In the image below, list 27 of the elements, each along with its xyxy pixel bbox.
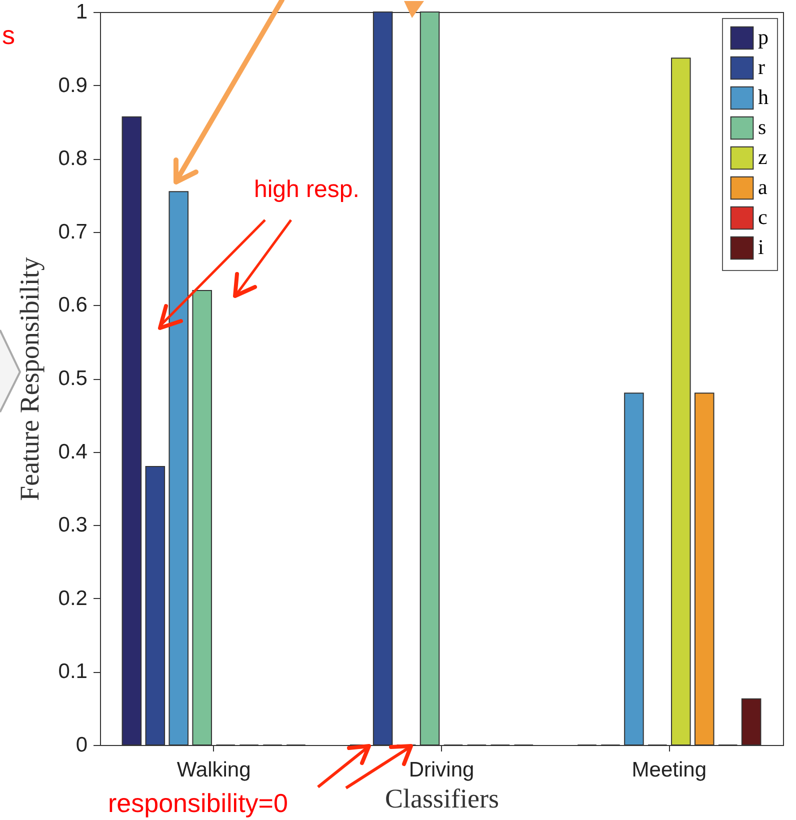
y-tick-label: 0.1	[58, 660, 88, 684]
y-tick-label: 1	[76, 0, 88, 24]
y-tick-label: 0.7	[58, 220, 88, 244]
legend-label: h	[758, 85, 769, 109]
legend-label: p	[758, 25, 768, 49]
text: responsibility=0	[108, 788, 288, 818]
x-axis-title: Classifiers	[385, 784, 499, 814]
legend-label: a	[758, 175, 768, 199]
legend-label: s	[758, 115, 766, 139]
legend-label: z	[758, 145, 768, 169]
x-tick-label: Driving	[408, 758, 474, 782]
y-tick-label: 0.4	[58, 440, 88, 464]
annotation: high resp.	[254, 176, 360, 203]
y-tick-label: 0.9	[58, 74, 88, 97]
y-tick-label: 0.3	[58, 514, 88, 537]
x-tick-label: Walking	[176, 758, 251, 782]
legend-label: i	[758, 235, 764, 259]
y-tick-label: 0.2	[58, 586, 88, 610]
y-tick-label: 0	[76, 734, 88, 756]
y-axis-title: Feature Responsibility	[14, 256, 44, 501]
y-tick-label: 0.6	[58, 294, 88, 317]
legend-label: c	[758, 205, 768, 229]
y-tick-label: 0.5	[58, 367, 88, 390]
y-tick-label: 0.8	[58, 147, 88, 170]
legend-label: r	[758, 55, 765, 79]
x-tick-label: Meeting	[632, 758, 707, 782]
text: s	[2, 20, 15, 50]
